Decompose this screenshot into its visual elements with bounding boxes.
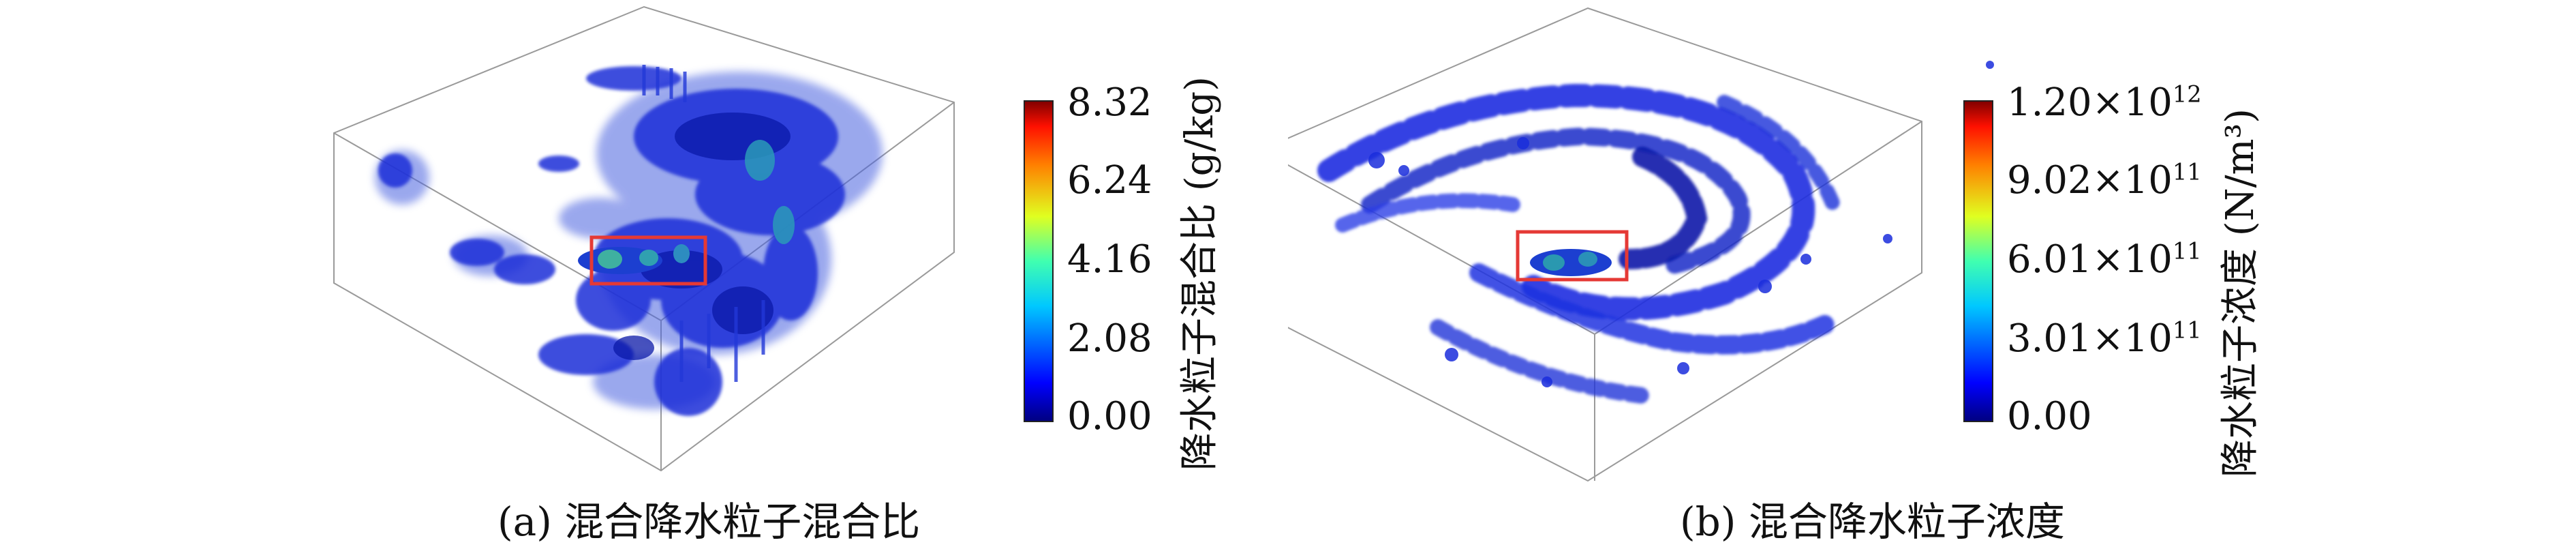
colorbar-tick-a-0: 8.32 bbox=[1067, 80, 1152, 125]
colorbar-tick-b-0-exp: 12 bbox=[2172, 80, 2202, 108]
colorbar-tick-b-4: 0.00 bbox=[2007, 394, 2092, 439]
volume-render-a bbox=[333, 5, 1054, 472]
colorbar-tick-a-1: 6.24 bbox=[1067, 158, 1152, 203]
caption-a: (a) 混合降水粒子混合比 bbox=[497, 499, 921, 545]
colorbar-tick-a-4: 0.00 bbox=[1067, 394, 1152, 439]
panel-b: 1.20×1012 9.02×1011 6.01×1011 3.01×1011 … bbox=[1288, 0, 2576, 549]
colorbar-tick-b-1-exp: 11 bbox=[2172, 158, 2202, 186]
colorbar-tick-b-2-mantissa: 6.01×10 bbox=[2007, 237, 2173, 282]
colorbar-tick-b-0: 1.20×1012 bbox=[2007, 80, 2202, 125]
colorbar-b bbox=[1963, 100, 1993, 422]
colorbar-tick-b-1: 9.02×1011 bbox=[2007, 158, 2202, 203]
colorbar-tick-a-3: 2.08 bbox=[1067, 316, 1152, 361]
colorbar-tick-b-3-exp: 11 bbox=[2172, 316, 2202, 344]
colorbar-tick-b-3: 3.01×1011 bbox=[2007, 316, 2202, 361]
precipitation-volume-b bbox=[1317, 83, 1843, 404]
colorbar-tick-b-4-mantissa: 0.00 bbox=[2007, 394, 2092, 439]
highlight-box-a bbox=[589, 235, 707, 286]
colorbar-tick-b-2-exp: 11 bbox=[2172, 237, 2202, 265]
precipitation-volume-a bbox=[375, 65, 883, 416]
colorbar-tick-b-1-mantissa: 9.02×10 bbox=[2007, 158, 2173, 203]
panel-a: 8.32 6.24 4.16 2.08 0.00 降水粒子混合比 (g/kg) … bbox=[333, 5, 1222, 545]
colorbar-a bbox=[1024, 100, 1054, 422]
caption-b: (b) 混合降水粒子浓度 bbox=[1680, 499, 2065, 545]
colorbar-tick-a-2: 4.16 bbox=[1067, 237, 1152, 282]
colorbar-tick-b-3-mantissa: 3.01×10 bbox=[2007, 316, 2173, 361]
bounding-box-b bbox=[1288, 7, 1922, 482]
highlight-box-b bbox=[1516, 230, 1629, 282]
colorbar-title-a: 降水粒子混合比 (g/kg) bbox=[1178, 76, 1222, 471]
colorbar-tick-b-2: 6.01×1011 bbox=[2007, 237, 2202, 282]
colorbar-title-b: 降水粒子浓度 (N/m³) bbox=[2218, 108, 2263, 477]
colorbar-tick-b-0-mantissa: 1.20×10 bbox=[2007, 80, 2173, 125]
volume-render-b bbox=[1288, 7, 1994, 482]
